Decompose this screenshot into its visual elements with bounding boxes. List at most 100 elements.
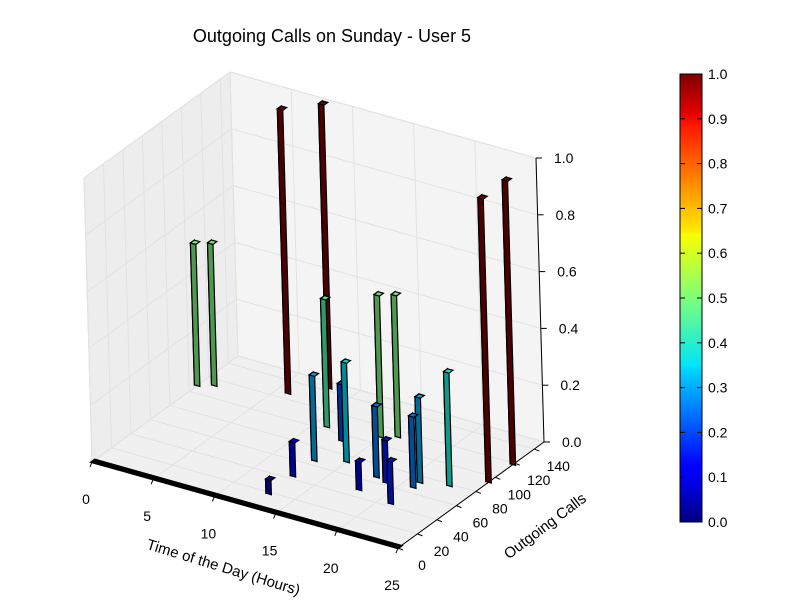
- x-tick-mark: [211, 496, 215, 502]
- y-axis-line: [397, 441, 545, 549]
- x-axis-label: Time of the Day (Hours): [145, 536, 303, 599]
- bar: [275, 104, 292, 396]
- bar: [206, 238, 219, 388]
- x-tick-mark: [334, 530, 338, 536]
- bar-top: [275, 105, 289, 112]
- bar-top: [264, 475, 277, 482]
- z-gridline: [86, 185, 540, 293]
- y-tick-label: 40: [453, 529, 469, 545]
- y-tick-label: 0: [418, 557, 426, 573]
- y-tick-label: 140: [547, 458, 571, 474]
- y-tick-mark: [475, 491, 482, 494]
- y-tick-mark: [534, 448, 540, 452]
- bar-top: [380, 435, 393, 442]
- bar-top: [189, 239, 202, 246]
- bar: [307, 370, 320, 463]
- z-tick-label: 0.0: [562, 434, 582, 450]
- colorbar-tick-label: 1.0: [708, 66, 728, 82]
- bar-top: [319, 295, 332, 301]
- colorbar-tick-label: 0.4: [708, 335, 728, 351]
- bar-top: [206, 239, 219, 246]
- bar: [385, 456, 398, 506]
- colorbar: 0.0 0.1 0.2 0.3 0.4 0.5 0.6 0.7 0.8 0.9 1.0: [679, 66, 728, 530]
- x-tick-label: 25: [384, 577, 400, 593]
- bar: [500, 175, 517, 467]
- bar-top: [307, 371, 320, 378]
- z-axis-line: [535, 157, 545, 443]
- x-tick-mark: [395, 547, 399, 554]
- bar-top: [442, 368, 455, 374]
- axes-panes: [83, 71, 546, 549]
- colorbar-tick-label: 0.7: [708, 200, 728, 216]
- bar-top: [317, 100, 330, 106]
- bar-top: [339, 358, 352, 365]
- bar-top: [287, 438, 301, 444]
- bar-top: [413, 393, 426, 399]
- bar-front: [354, 459, 363, 492]
- bars-layer: [89, 99, 517, 550]
- z-tick-label: 0.2: [560, 377, 580, 393]
- colorbar-tick-label: 0.3: [708, 380, 728, 396]
- y-tick-mark: [417, 533, 423, 537]
- x-tick-label: 0: [82, 491, 90, 507]
- y-tick-mark: [514, 462, 520, 466]
- x-tick-label: 5: [143, 508, 151, 524]
- tick-labels: 05101520250204060801001201400.00.20.40.6…: [82, 150, 582, 593]
- z-tick-label: 0.4: [559, 320, 579, 336]
- y-tick-label: 120: [527, 472, 551, 488]
- bar-top: [500, 176, 513, 183]
- y-tick-label: 80: [492, 501, 508, 517]
- bar-front: [386, 459, 395, 506]
- chart-title: Outgoing Calls on Sunday - User 5: [193, 26, 471, 46]
- z-tick-label: 0.8: [556, 207, 576, 223]
- zero-bars-strip: [89, 458, 404, 550]
- y-tick-mark: [397, 547, 404, 551]
- bar-top: [385, 457, 398, 463]
- colorbar-tick-label: 0.5: [708, 290, 728, 306]
- colorbar-tick-label: 0.9: [708, 111, 728, 127]
- x-tick-label: 15: [262, 543, 278, 559]
- colorbar-tick-label: 0.2: [708, 424, 728, 440]
- x-tick-mark: [273, 513, 277, 519]
- z-gridline: [91, 355, 545, 463]
- y-tick-mark: [436, 519, 443, 523]
- y-tick-mark: [495, 476, 501, 480]
- colorbar-tick-label: 0.0: [708, 514, 728, 530]
- z-gridline: [90, 298, 543, 406]
- x-tick-mark: [150, 479, 154, 485]
- z-gridline: [85, 128, 538, 236]
- bar: [339, 357, 352, 464]
- x-tick-label: 10: [201, 525, 217, 541]
- bar-top: [370, 402, 383, 408]
- bar-top: [372, 291, 385, 297]
- y-tick-mark: [456, 505, 462, 509]
- y-tick-label: 60: [473, 515, 489, 531]
- bar: [407, 411, 420, 490]
- colorbar-tick-label: 0.1: [708, 469, 728, 485]
- y-tick-label: 100: [508, 486, 532, 502]
- bar: [287, 437, 301, 478]
- bar-front: [288, 440, 297, 478]
- bar: [442, 367, 455, 488]
- bar-top: [354, 457, 367, 464]
- colorbar-tick-label: 0.6: [708, 245, 728, 261]
- y-tick-label: 20: [434, 543, 450, 559]
- bar: [264, 475, 277, 496]
- x-tick-label: 20: [323, 560, 339, 576]
- x-tick-mark: [89, 461, 93, 468]
- bar-top: [476, 194, 489, 200]
- bar-top: [389, 290, 402, 297]
- z-tick-label: 1.0: [554, 150, 574, 166]
- bar: [389, 290, 402, 439]
- bar-top: [407, 412, 420, 419]
- bar: [370, 401, 383, 479]
- z-gridline: [88, 241, 541, 349]
- colorbar-ticks: 0.0 0.1 0.2 0.3 0.4 0.5 0.6 0.7 0.8 0.9 1.0: [680, 66, 728, 530]
- bar: [372, 290, 385, 439]
- z-tick-label: 0.6: [557, 264, 577, 280]
- bar-front: [264, 478, 273, 496]
- bar: [189, 238, 202, 388]
- bar: [319, 294, 332, 429]
- bar: [354, 456, 367, 492]
